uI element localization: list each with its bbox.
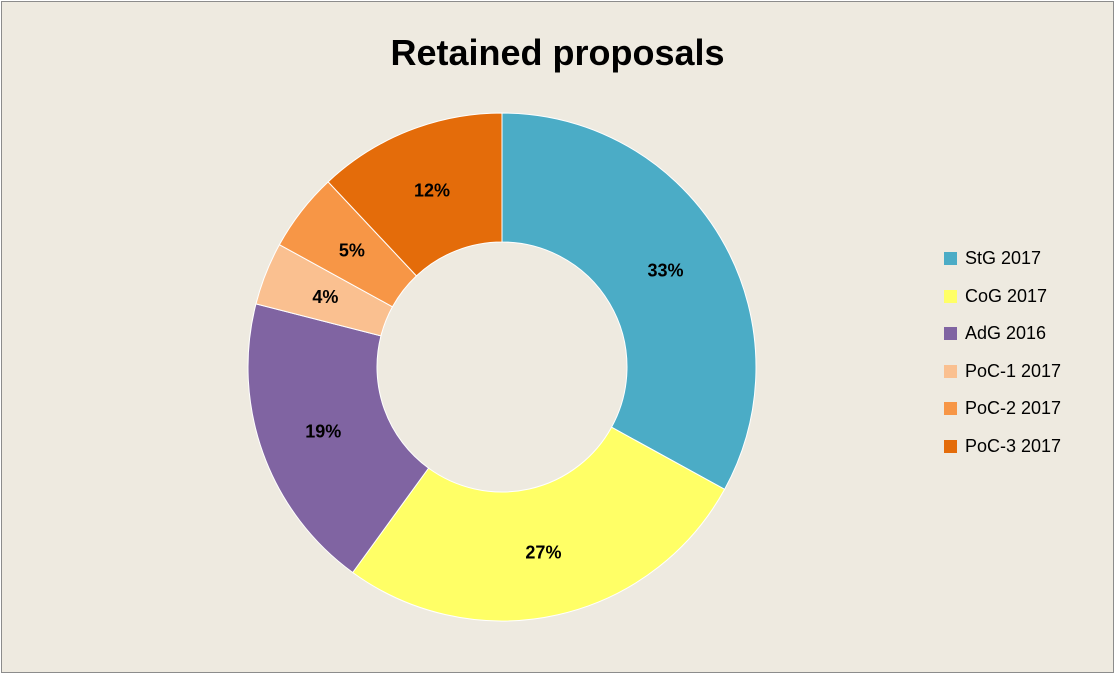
legend-label: PoC-2 2017 <box>965 398 1062 419</box>
donut-slice-2 <box>247 303 430 574</box>
legend-swatch <box>944 402 957 416</box>
legend-swatch <box>944 364 957 378</box>
chart-title: Retained proposals <box>390 32 725 73</box>
chart-legend: StG 2017 CoG 2017 AdG 2016 PoC-1 2017 PoC-2 … <box>944 240 1061 465</box>
data-label-1: 27% <box>525 542 561 562</box>
legend-label: StG 2017 <box>965 248 1042 269</box>
legend-label: PoC-3 2017 <box>965 435 1062 456</box>
legend-item-3: PoC-1 2017 <box>944 353 1061 391</box>
donut-slice-5 <box>327 112 503 277</box>
legend-label: CoG 2017 <box>965 285 1048 306</box>
legend-swatch <box>944 327 957 341</box>
legend-item-0: StG 2017 <box>944 240 1061 278</box>
data-label-2: 19% <box>305 421 341 441</box>
data-label-4: 5% <box>339 241 365 261</box>
data-label-5: 12% <box>414 180 450 200</box>
legend-label: PoC-1 2017 <box>965 360 1062 381</box>
data-label-3: 4% <box>312 287 338 307</box>
legend-item-5: PoC-3 2017 <box>944 428 1061 466</box>
legend-item-2: AdG 2016 <box>944 315 1061 353</box>
legend-item-4: PoC-2 2017 <box>944 390 1061 428</box>
legend-swatch <box>944 439 957 453</box>
data-label-0: 33% <box>648 260 684 280</box>
donut-slice-1 <box>352 426 726 622</box>
legend-label: AdG 2016 <box>965 323 1047 344</box>
legend-item-1: CoG 2017 <box>944 278 1061 316</box>
legend-swatch <box>944 289 957 303</box>
legend-swatch <box>944 252 957 266</box>
donut-slice-0 <box>501 112 757 491</box>
